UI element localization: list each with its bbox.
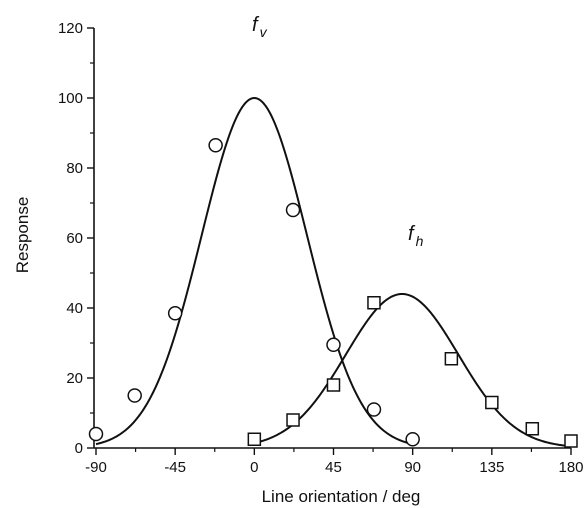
data-point-fv [127, 388, 142, 403]
y-axis-title: Response [13, 197, 32, 274]
y-tick-label: 100 [58, 90, 83, 107]
data-point-fh [485, 395, 499, 410]
fit-curve-fv [95, 96, 413, 446]
data-point-fh [326, 378, 341, 392]
data-point-fh [286, 413, 300, 427]
data-point-fv [366, 402, 382, 417]
data-point-fh [564, 434, 578, 448]
y-tick-label: 80 [66, 160, 83, 177]
data-markers [88, 138, 578, 448]
x-tick-label: -45 [164, 459, 186, 476]
y-tick-label: 40 [66, 300, 83, 317]
data-point-fv [88, 426, 104, 442]
x-tick-label: 0 [250, 459, 258, 476]
x-axis-title: Line orientation / deg [262, 487, 421, 506]
data-point-fv [285, 202, 301, 218]
fit-curve-fh [254, 292, 572, 448]
x-tick-label: 45 [325, 459, 342, 476]
x-tick-label: 180 [558, 459, 583, 476]
data-point-fv [326, 337, 341, 352]
x-tick-label: -90 [85, 459, 107, 476]
x-tick-label: 90 [404, 459, 421, 476]
data-point-fh [525, 422, 540, 436]
y-axis: 0 20 40 60 80 100 120 [58, 20, 95, 457]
x-axis: -90 -45 0 45 90 135 180 [85, 447, 584, 476]
data-point-fh [444, 352, 459, 366]
y-tick-label: 0 [75, 440, 83, 457]
data-point-fh [367, 296, 381, 310]
data-point-fv [167, 306, 183, 321]
y-tick-label: 120 [58, 20, 83, 37]
data-point-fh [247, 432, 262, 446]
series-labels: f v f h [252, 14, 424, 249]
data-point-fv [208, 138, 223, 153]
data-point-fv [405, 432, 420, 447]
y-tick-label: 60 [66, 230, 83, 247]
fit-curves [95, 96, 572, 448]
x-tick-label: 135 [479, 459, 504, 476]
y-tick-label: 20 [66, 370, 83, 387]
